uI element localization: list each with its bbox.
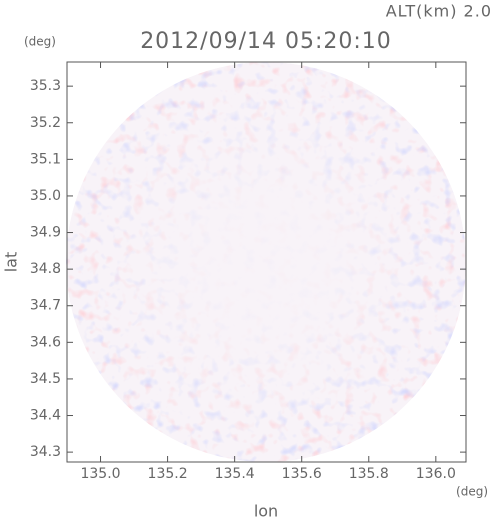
- radar-disc: [66, 62, 466, 462]
- x-tick-label: 135.6: [282, 466, 322, 482]
- y-tick-label: 34.7: [30, 298, 61, 314]
- y-tick-label: 34.8: [30, 261, 61, 277]
- y-unit: (deg): [24, 35, 56, 49]
- x-tick-label: 135.8: [349, 466, 389, 482]
- altitude: ALT(km) 2.0: [386, 2, 491, 21]
- y-tick-label: 35.1: [30, 151, 61, 167]
- x-tick-label: 135.4: [215, 466, 255, 482]
- y-tick-label: 35.0: [30, 188, 61, 204]
- y-tick-label: 35.2: [30, 115, 61, 131]
- y-tick-label: 34.3: [30, 444, 61, 460]
- y-tick-label: 34.5: [30, 371, 61, 387]
- y-axis-label: lat: [2, 252, 21, 273]
- y-tick-label: 34.4: [30, 408, 61, 424]
- x-tick-label: 135.0: [80, 466, 120, 482]
- y-tick-label: 35.3: [30, 78, 61, 94]
- plot-frame: [66, 61, 467, 463]
- chart-title: 2012/09/14 05:20:10: [140, 29, 392, 54]
- x-unit: (deg): [456, 485, 488, 499]
- y-tick-label: 34.6: [30, 334, 61, 350]
- x-tick-label: 135.2: [148, 466, 188, 482]
- x-tick-label: 136.0: [416, 466, 456, 482]
- y-tick-label: 34.9: [30, 225, 61, 241]
- x-axis-label: lon: [254, 502, 278, 521]
